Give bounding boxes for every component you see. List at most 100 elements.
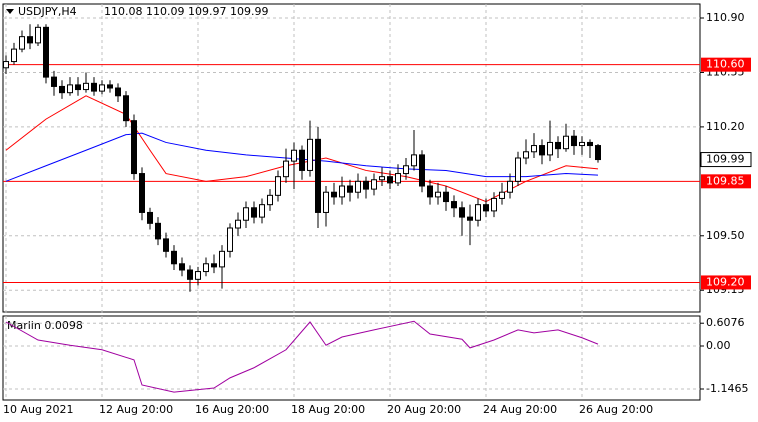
candle-body [387,176,393,184]
candle-body [179,263,185,271]
candle-body [291,149,297,162]
candle-body [395,173,401,184]
level-label-box [701,275,751,290]
candle-body [91,82,97,92]
candle-body [275,176,281,196]
candle-body [467,216,473,221]
candle-body [411,154,417,167]
candle-body [539,145,545,156]
current-price-box [700,152,752,168]
symbol-title: USDJPY,H4 [18,5,77,18]
candle-body [555,141,561,150]
y-tick-label: 0.00 [706,339,731,352]
candle-body [195,271,201,280]
y-tick-label: 110.90 [706,11,745,24]
candle-body [131,120,137,175]
candle-body [419,154,425,187]
candle-body [19,36,25,50]
x-tick-label: 18 Aug 20:00 [291,403,365,416]
candle-body [443,191,449,203]
indicator-line [5,320,599,393]
candle-body [403,165,409,175]
menu-arrow [6,9,14,14]
candle-body [123,95,129,122]
candle-body [563,135,569,150]
candle-body [243,207,249,221]
level-label: 110.60 [706,58,745,71]
level-label-box [701,57,751,72]
indicator-pane [2,315,701,401]
candle-body [227,227,233,252]
candle-body [107,84,113,89]
level-label: 109.85 [706,174,745,187]
candle-body [523,151,529,159]
candle-body [435,191,441,198]
candle-body [347,185,353,193]
candle-body [51,76,57,87]
price-pane [2,3,701,313]
candle-body [83,82,89,91]
level-label: 109.20 [706,275,745,288]
candle-body [59,85,65,94]
x-tick-label: 10 Aug 2021 [3,403,73,416]
indicator-title: Marlin 0.0098 [7,319,83,332]
candle-body [483,204,489,212]
x-tick-label: 24 Aug 20:00 [483,403,557,416]
candle-body [11,48,17,63]
x-tick-label: 16 Aug 20:00 [195,403,269,416]
candle-body [547,141,553,156]
candle-body [491,197,497,212]
candle-body [371,179,377,190]
candle-body [475,204,481,221]
candle-body [115,87,121,97]
candle-body [307,138,313,171]
candle-body [339,185,345,198]
x-tick-label: 12 Aug 20:00 [99,403,173,416]
candle-body [211,263,217,268]
candle-body [355,180,361,193]
candle-body [139,173,145,213]
x-tick-label: 20 Aug 20:00 [387,403,461,416]
candle-body [507,180,513,193]
candle-body [299,149,305,171]
y-tick-label: -1.1465 [706,382,748,395]
candle-body [579,141,585,147]
candle-body [427,185,433,198]
candle-body [27,36,33,44]
candle-body [171,250,177,265]
quote: 110.08 110.09 109.97 109.99 [104,5,268,18]
y-tick-label: 110.20 [706,120,745,133]
candle-body [187,269,193,280]
candle-body [515,157,521,182]
y-tick-label: 109.50 [706,229,745,242]
x-tick-label: 26 Aug 20:00 [579,403,653,416]
candle-body [259,204,265,218]
y-tick-label: 0.6076 [706,316,745,329]
candle-body [99,84,105,92]
candle-body [451,201,457,209]
candle-body [459,207,465,218]
candle-body [595,145,601,161]
candle-body [331,191,337,198]
candle-body [163,238,169,252]
candle-body [531,145,537,153]
candle-body [379,176,385,181]
candle-body [219,250,225,268]
candle-body [3,61,9,69]
candle-body [67,84,73,94]
candle-body [283,160,289,178]
candle-body [571,135,577,147]
candle-body [363,180,369,190]
candle-body [267,194,273,206]
candle-body [155,222,161,240]
candle-body [147,211,153,224]
candle-body [203,263,209,273]
candle-body [75,84,81,91]
candle-body [251,207,257,218]
level-label-box [701,174,751,189]
candle-body [323,191,329,213]
candle-body [499,191,505,199]
candle-body [35,26,41,44]
